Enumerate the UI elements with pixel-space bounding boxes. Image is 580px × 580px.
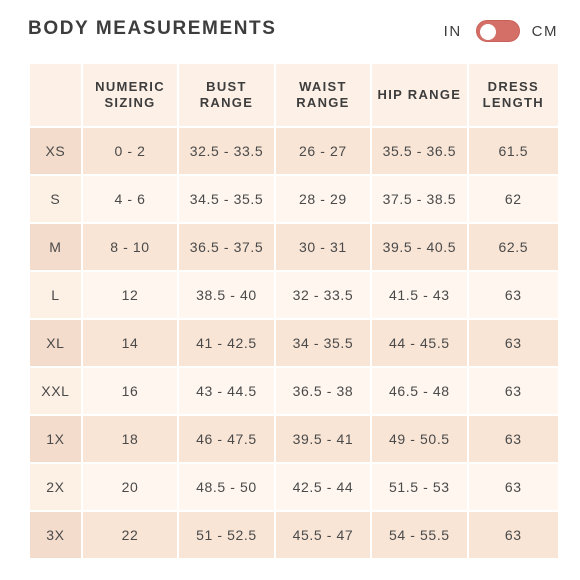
cell-bust: 32.5 - 33.5: [179, 128, 274, 174]
table-row: XXL 16 43 - 44.5 36.5 - 38 46.5 - 48 63: [30, 368, 558, 414]
cell-numeric: 16: [82, 368, 178, 414]
cell-numeric: 20: [82, 464, 178, 510]
cell-length: 63: [468, 416, 558, 462]
size-label-cell: L: [30, 272, 81, 318]
unit-label-in[interactable]: IN: [443, 22, 462, 40]
column-header-length: DRESS LENGTH: [468, 64, 558, 126]
cell-waist: 36.5 - 38: [275, 368, 371, 414]
cell-bust: 41 - 42.5: [179, 320, 274, 366]
cell-bust: 38.5 - 40: [179, 272, 274, 318]
table-row: 2X 20 48.5 - 50 42.5 - 44 51.5 - 53 63: [30, 464, 558, 510]
cell-length: 63: [468, 512, 558, 558]
measurements-table: NUMERIC SIZING BUST RANGE WAIST RANGE HIP R…: [28, 62, 560, 560]
column-header-bust: BUST RANGE: [179, 64, 274, 126]
column-header-hip: HIP RANGE: [372, 64, 467, 126]
cell-numeric: 14: [82, 320, 178, 366]
cell-waist: 30 - 31: [275, 224, 371, 270]
cell-waist: 32 - 33.5: [275, 272, 371, 318]
cell-waist: 34 - 35.5: [275, 320, 371, 366]
table-row: XL 14 41 - 42.5 34 - 35.5 44 - 45.5 63: [30, 320, 558, 366]
cell-length: 63: [468, 368, 558, 414]
unit-toggle: IN CM: [444, 19, 558, 43]
cell-length: 63: [468, 464, 558, 510]
header: BODY MEASUREMENTS IN CM: [0, 0, 580, 62]
size-label-cell: M: [30, 224, 81, 270]
cell-numeric: 18: [82, 416, 178, 462]
switch-knob: [479, 24, 496, 40]
cell-waist: 45.5 - 47: [275, 512, 371, 558]
cell-waist: 42.5 - 44: [275, 464, 371, 510]
cell-hip: 35.5 - 36.5: [372, 128, 467, 174]
size-label-cell: XS: [30, 128, 81, 174]
cell-hip: 44 - 45.5: [372, 320, 467, 366]
size-label-cell: S: [30, 176, 81, 222]
size-label-cell: XXL: [30, 368, 81, 414]
cell-waist: 28 - 29: [275, 176, 371, 222]
cell-length: 61.5: [468, 128, 558, 174]
table-row: 1X 18 46 - 47.5 39.5 - 41 49 - 50.5 63: [30, 416, 558, 462]
column-header-numeric: NUMERIC SIZING: [82, 64, 178, 126]
table-row: 3X 22 51 - 52.5 45.5 - 47 54 - 55.5 63: [30, 512, 558, 558]
cell-numeric: 8 - 10: [82, 224, 178, 270]
page-title: BODY MEASUREMENTS: [28, 18, 277, 39]
size-label-cell: 2X: [30, 464, 81, 510]
size-label-cell: XL: [30, 320, 81, 366]
cell-bust: 36.5 - 37.5: [179, 224, 274, 270]
table-row: L 12 38.5 - 40 32 - 33.5 41.5 - 43 63: [30, 272, 558, 318]
cell-hip: 51.5 - 53: [372, 464, 467, 510]
cell-length: 63: [468, 320, 558, 366]
cell-numeric: 4 - 6: [82, 176, 178, 222]
cell-bust: 46 - 47.5: [179, 416, 274, 462]
size-label-cell: 3X: [30, 512, 81, 558]
cell-hip: 39.5 - 40.5: [372, 224, 467, 270]
column-header-waist: WAIST RANGE: [275, 64, 371, 126]
cell-bust: 43 - 44.5: [179, 368, 274, 414]
unit-switch[interactable]: [475, 20, 520, 42]
cell-bust: 51 - 52.5: [179, 512, 274, 558]
cell-hip: 46.5 - 48: [372, 368, 467, 414]
table-body: XS 0 - 2 32.5 - 33.5 26 - 27 35.5 - 36.5 61.5…: [30, 128, 558, 558]
cell-hip: 41.5 - 43: [372, 272, 467, 318]
cell-bust: 34.5 - 35.5: [179, 176, 274, 222]
cell-hip: 49 - 50.5: [372, 416, 467, 462]
cell-length: 63: [468, 272, 558, 318]
cell-numeric: 12: [82, 272, 178, 318]
table-header-row: NUMERIC SIZING BUST RANGE WAIST RANGE HIP R…: [30, 64, 558, 126]
cell-numeric: 0 - 2: [82, 128, 178, 174]
cell-length: 62: [468, 176, 558, 222]
cell-hip: 37.5 - 38.5: [372, 176, 467, 222]
cell-numeric: 22: [82, 512, 178, 558]
table-row: XS 0 - 2 32.5 - 33.5 26 - 27 35.5 - 36.5 61.5: [30, 128, 558, 174]
size-label-cell: 1X: [30, 416, 81, 462]
cell-bust: 48.5 - 50: [179, 464, 274, 510]
cell-waist: 26 - 27: [275, 128, 371, 174]
cell-hip: 54 - 55.5: [372, 512, 467, 558]
column-header-size: [30, 64, 81, 126]
unit-label-cm[interactable]: CM: [531, 22, 558, 40]
cell-length: 62.5: [468, 224, 558, 270]
cell-waist: 39.5 - 41: [275, 416, 371, 462]
